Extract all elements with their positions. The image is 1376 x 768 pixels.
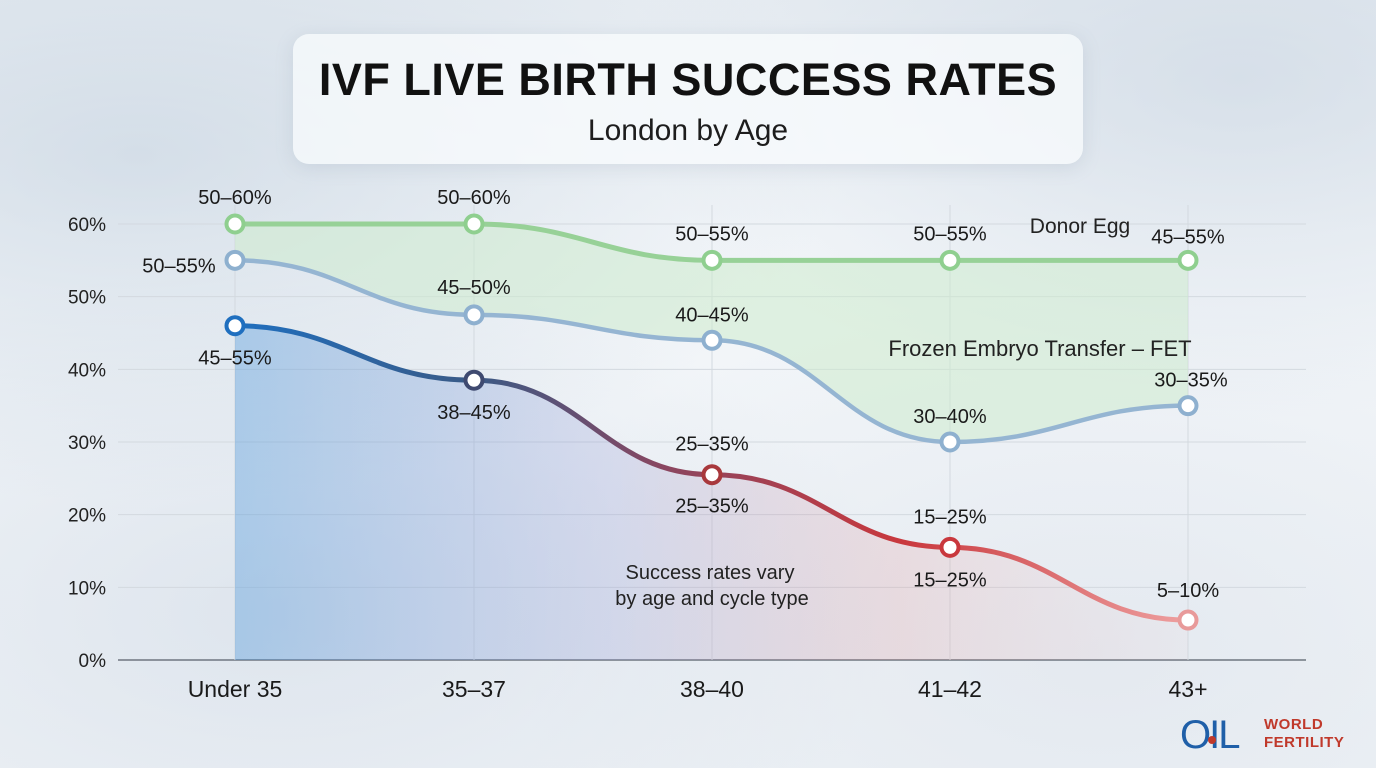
y-tick-label: 10% [68, 578, 106, 599]
data-point [463, 213, 485, 235]
logo-word-1: WORLD [1264, 716, 1324, 733]
data-point [1177, 395, 1199, 417]
data-point [224, 315, 246, 337]
data-label: 30–35% [1154, 370, 1228, 392]
data-point [701, 464, 723, 486]
data-label: 25–35% [675, 496, 749, 518]
y-tick-label: 50% [68, 288, 106, 309]
svg-text:OIL: OIL [1180, 713, 1239, 756]
chart-subtitle: London by Age [587, 114, 789, 147]
data-label: 50–60% [198, 187, 272, 209]
annotation-line-1: Success rates vary [626, 562, 795, 584]
data-label: 45–55% [1151, 226, 1225, 248]
x-tick-label: 43+ [1168, 676, 1207, 702]
logo-mark-icon: OIL [1180, 713, 1241, 757]
data-point [939, 249, 961, 271]
data-label: 38–45% [437, 402, 511, 424]
x-tick-label: 41–42 [918, 676, 982, 702]
y-tick-label: 30% [68, 433, 106, 454]
data-point [463, 369, 485, 391]
data-label: 30–40% [913, 406, 987, 428]
data-label: 50–60% [437, 187, 511, 209]
data-point [1177, 609, 1199, 631]
data-point [939, 431, 961, 453]
chart-title: IVF LIVE BIRTH SUCCESS RATES [318, 54, 1058, 105]
series-name-fet: Frozen Embryo Transfer – FET [888, 336, 1191, 361]
data-label: 50–55% [142, 255, 216, 277]
series-name-donor-egg: Donor Egg [1030, 215, 1130, 238]
data-label: 50–55% [675, 223, 749, 245]
data-point [939, 536, 961, 558]
logo: OIL WORLD FERTILITY [1180, 712, 1360, 757]
data-label: 45–50% [437, 277, 511, 299]
x-tick-label: Under 35 [188, 676, 283, 702]
data-label: 25–35% [675, 434, 749, 456]
logo-word-2: FERTILITY [1264, 734, 1345, 751]
data-point [1177, 249, 1199, 271]
data-label: 45–55% [198, 348, 272, 370]
y-tick-label: 20% [68, 506, 106, 527]
data-label: 15–25% [913, 506, 987, 528]
data-point [701, 329, 723, 351]
data-point [701, 249, 723, 271]
annotation-line-2: by age and cycle type [615, 588, 808, 610]
x-tick-label: 35–37 [442, 676, 506, 702]
x-tick-label: 38–40 [680, 676, 744, 702]
data-label: 15–25% [913, 569, 987, 591]
data-labels: 50–60% 50–60% 50–55% 50–55% 45–55% 50–55% 45–5… [142, 187, 1228, 602]
data-label: 50–55% [913, 223, 987, 245]
series-points [224, 213, 1199, 631]
area-fresh [235, 325, 1188, 660]
data-point [224, 213, 246, 235]
data-point [224, 249, 246, 271]
data-point [463, 304, 485, 326]
y-tick-label: 0% [79, 651, 107, 672]
y-tick-label: 40% [68, 360, 106, 381]
data-label: 5–10% [1157, 580, 1219, 602]
data-label: 40–45% [675, 304, 749, 326]
title-card: IVF LIVE BIRTH SUCCESS RATES London by A… [293, 34, 1083, 164]
y-tick-label: 60% [68, 215, 106, 236]
